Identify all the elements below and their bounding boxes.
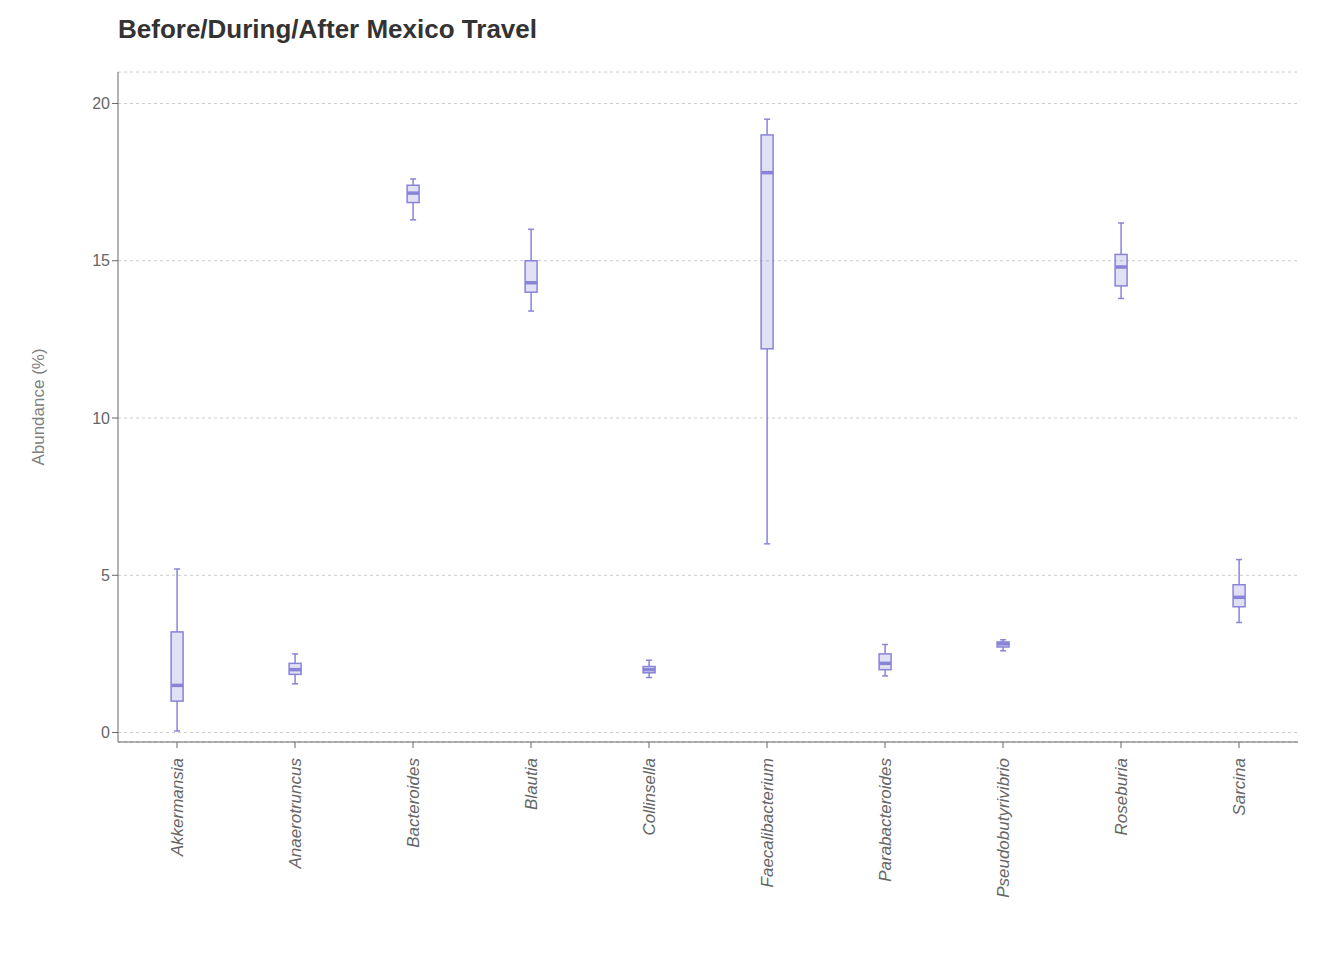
html-text:Before/During/After Mexico Tra: Before/During/After Mexico Travel bbox=[118, 14, 537, 44]
svg-text:Blautia: Blautia bbox=[522, 758, 541, 810]
svg-text:Roseburia: Roseburia bbox=[1112, 758, 1131, 836]
svg-text:Bacteroides: Bacteroides bbox=[404, 758, 423, 848]
svg-text:5: 5 bbox=[101, 567, 110, 584]
svg-text:0: 0 bbox=[101, 724, 110, 741]
svg-text:10: 10 bbox=[92, 410, 110, 427]
svg-text:Sarcina: Sarcina bbox=[1230, 758, 1249, 816]
svg-text:Collinsella: Collinsella bbox=[640, 758, 659, 835]
svg-text:20: 20 bbox=[92, 95, 110, 112]
svg-text:Parabacteroides: Parabacteroides bbox=[876, 758, 895, 882]
svg-text:Anaerotruncus: Anaerotruncus bbox=[286, 758, 305, 870]
svg-text:15: 15 bbox=[92, 252, 110, 269]
svg-text:Pseudobutyrivibrio: Pseudobutyrivibrio bbox=[994, 758, 1013, 898]
svg-text:Faecalibacterium: Faecalibacterium bbox=[758, 758, 777, 887]
svg-text:Akkermansia: Akkermansia bbox=[168, 758, 187, 857]
svg-text:Abundance (%): Abundance (%) bbox=[29, 348, 48, 465]
